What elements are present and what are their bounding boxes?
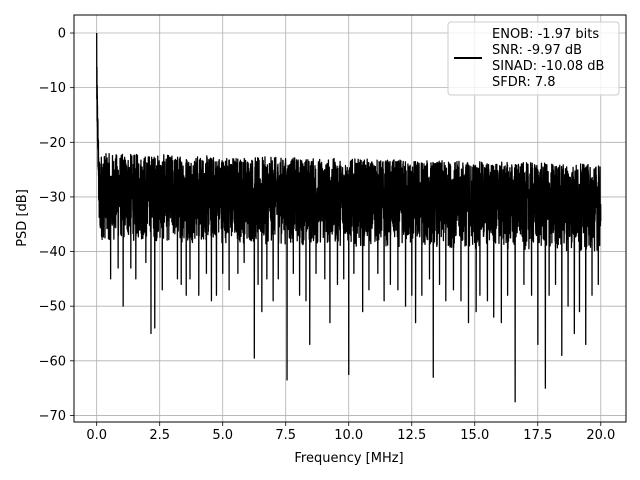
legend: ENOB: -1.97 bits SNR: -9.97 dB SINAD: -1… — [447, 21, 620, 96]
legend-entry-sfdr: SFDR: 7.8 — [492, 75, 556, 90]
x-tick-label: 10.0 — [334, 428, 363, 443]
y-tick-label: −40 — [39, 245, 66, 260]
x-tick-label: 12.5 — [397, 428, 426, 443]
x-tick-label: 5.0 — [212, 428, 233, 443]
legend-entry-sinad: SINAD: -10.08 dB — [492, 59, 604, 74]
y-tick-label: −60 — [39, 354, 66, 369]
x-tick-label: 0.0 — [86, 428, 107, 443]
legend-box — [447, 21, 620, 96]
x-tick-label: 2.5 — [149, 428, 170, 443]
y-tick-label: −10 — [39, 81, 66, 96]
x-tick-label: 15.0 — [460, 428, 489, 443]
legend-entry-enob: ENOB: -1.97 bits — [492, 27, 599, 42]
y-tick-label: −70 — [39, 409, 66, 424]
psd-trace — [96, 33, 602, 403]
x-axis-label: Frequency [MHz] — [294, 451, 403, 466]
y-tick-label: −20 — [39, 136, 66, 151]
legend-entry-snr: SNR: -9.97 dB — [492, 43, 582, 58]
x-tick-label: 17.5 — [523, 428, 552, 443]
plot-frame — [73, 14, 627, 423]
psd-series-line — [96, 33, 602, 403]
y-tick-label: −30 — [39, 190, 66, 205]
y-tick-label: −50 — [39, 300, 66, 315]
y-axis-label: PSD [dB] — [15, 189, 30, 247]
x-tick-label: 7.5 — [275, 428, 296, 443]
x-tick-label: 20.0 — [586, 428, 615, 443]
y-tick-label: 0 — [58, 27, 66, 42]
axis-ticks: 0.0 2.5 5.0 7.5 10.0 12.5 15.0 17.5 20.0 0 −10 −20 −… — [39, 27, 616, 443]
